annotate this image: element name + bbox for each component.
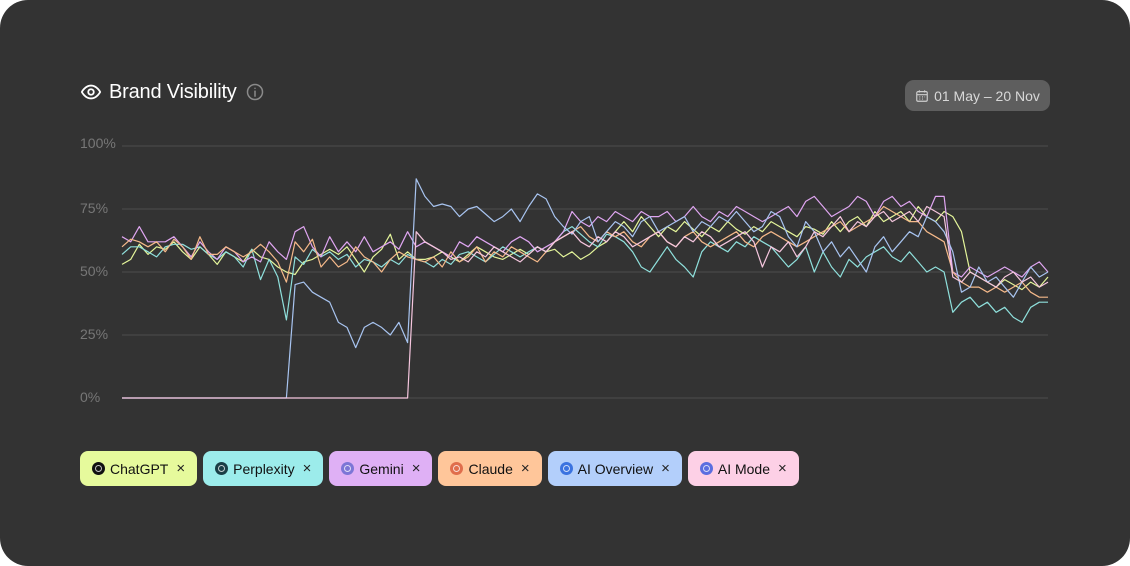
legend-chip-chatgpt[interactable]: ChatGPT × xyxy=(80,451,198,486)
remove-icon[interactable]: × xyxy=(661,460,670,477)
y-tick-label: 50% xyxy=(80,263,109,279)
remove-icon[interactable]: × xyxy=(778,460,787,477)
ai-overview-icon xyxy=(559,462,573,475)
chart-grid xyxy=(122,145,1048,399)
ai-mode-icon xyxy=(699,462,713,475)
legend-chip-ai-overview[interactable]: AI Overview × xyxy=(547,451,682,486)
date-range-button[interactable]: 01 May – 20 Nov xyxy=(905,80,1050,111)
remove-icon[interactable]: × xyxy=(520,460,530,477)
remove-icon[interactable]: × xyxy=(302,460,312,477)
series-line-gemini[interactable] xyxy=(121,195,1049,278)
card-header: Brand Visibility xyxy=(80,78,265,106)
legend-chip-gemini[interactable]: Gemini × xyxy=(329,451,433,486)
y-tick-label: 100% xyxy=(80,135,116,151)
legend-label: Gemini xyxy=(359,460,404,477)
series-line-claude[interactable] xyxy=(121,205,1048,298)
y-tick-label: 75% xyxy=(80,200,109,216)
legend-label: Perplexity xyxy=(233,460,295,477)
chart-series xyxy=(121,178,1049,399)
legend-chip-ai-mode[interactable]: AI Mode × xyxy=(687,451,799,486)
page-title: Brand Visibility xyxy=(109,80,237,103)
claude-icon xyxy=(450,462,464,475)
perplexity-icon xyxy=(215,462,229,475)
legend: ChatGPT × Perplexity × Gemini × Claude × AI Over… xyxy=(80,451,799,486)
y-tick-label: 0% xyxy=(80,389,101,405)
series-line-ai-mode[interactable] xyxy=(122,205,1049,399)
chatgpt-icon xyxy=(92,462,105,475)
eye-icon xyxy=(80,84,102,100)
series-line-chatgpt[interactable] xyxy=(121,205,1049,291)
legend-label: Claude xyxy=(468,460,513,477)
y-tick-label: 25% xyxy=(80,326,109,342)
legend-label: AI Overview xyxy=(577,460,654,477)
gemini-icon xyxy=(341,462,355,475)
calendar-icon xyxy=(916,89,928,102)
legend-label: ChatGPT xyxy=(110,460,169,477)
legend-chip-claude[interactable]: Claude × xyxy=(438,451,542,486)
date-range-label: 01 May – 20 Nov xyxy=(934,87,1040,104)
legend-label: AI Mode xyxy=(717,460,770,477)
info-icon[interactable] xyxy=(245,82,265,102)
remove-icon[interactable]: × xyxy=(411,460,421,477)
legend-chip-perplexity[interactable]: Perplexity × xyxy=(203,451,324,486)
series-line-perplexity[interactable] xyxy=(121,226,1048,323)
remove-icon[interactable]: × xyxy=(176,460,186,477)
